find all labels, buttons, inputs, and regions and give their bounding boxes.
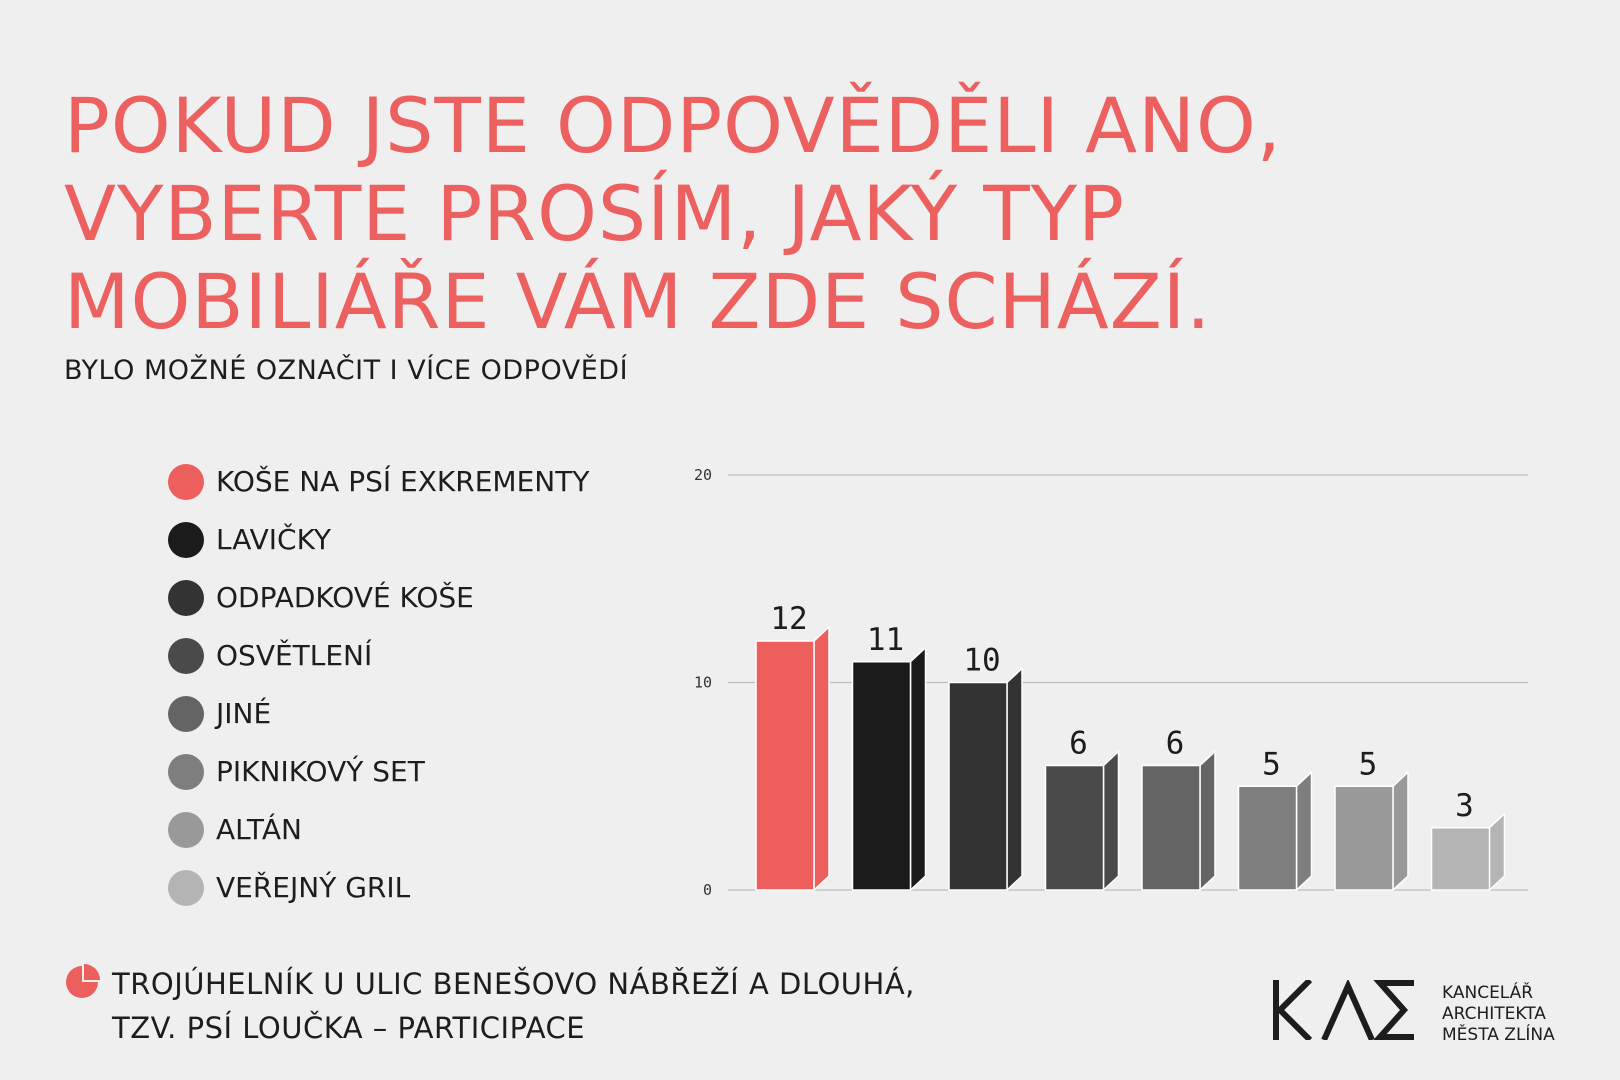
footer-line: TZV. PSÍ LOUČKA – PARTICIPACE <box>112 1011 586 1045</box>
bar <box>1334 785 1394 891</box>
legend-swatch <box>168 464 204 500</box>
legend-label: OSVĚTLENÍ <box>216 639 373 672</box>
y-tick-label: 0 <box>703 881 712 899</box>
bar-side <box>1392 771 1409 891</box>
title-line: MOBILIÁŘE VÁM ZDE SCHÁZÍ. <box>64 257 1212 346</box>
data-label: 10 <box>963 643 1000 679</box>
bar <box>851 661 912 891</box>
data-label: 6 <box>1069 726 1088 762</box>
legend-swatch <box>168 522 204 558</box>
bar <box>1430 827 1491 891</box>
legend-label: JINÉ <box>216 697 272 730</box>
legend-swatch <box>168 696 204 732</box>
bar <box>948 681 1008 891</box>
footer-line: TROJÚHELNÍK U ULIC BENEŠOVO NÁBŘEŽÍ A DL… <box>112 967 915 1001</box>
data-label: 5 <box>1262 746 1281 782</box>
logo-text: KANCELÁŘ ARCHITEKTA MĚSTA ZLÍNA <box>1442 983 1555 1046</box>
bar-side <box>813 626 830 891</box>
legend-label: LAVIČKY <box>216 523 332 556</box>
bar-side <box>1488 813 1506 891</box>
bar-side <box>1102 750 1120 891</box>
y-tick-label: 10 <box>694 674 712 692</box>
page-subtitle: BYLO MOŽNÉ OZNAČIT I VÍCE ODPOVĚDÍ <box>64 355 629 386</box>
footer-caption: TROJÚHELNÍK U ULIC BENEŠOVO NÁBŘEŽÍ A DL… <box>112 962 915 1050</box>
logo-line: MĚSTA ZLÍNA <box>1442 1025 1555 1045</box>
bar-side <box>909 647 927 891</box>
legend-label: KOŠE NA PSÍ EXKREMENTY <box>216 465 590 498</box>
bar-side <box>1199 750 1216 891</box>
y-tick-label: 20 <box>694 466 712 484</box>
legend-label: ODPADKOVÉ KOŠE <box>216 581 474 614</box>
legend-swatch <box>168 638 204 674</box>
kam-logo <box>1273 980 1414 1040</box>
legend-swatch <box>168 812 204 848</box>
logo-line: KANCELÁŘ <box>1442 983 1534 1003</box>
bar <box>755 640 815 891</box>
bar-side <box>1006 667 1023 891</box>
bar-side <box>1295 771 1313 891</box>
data-label: 11 <box>867 622 904 658</box>
legend-label: ALTÁN <box>216 813 302 846</box>
title-line: VYBERTE PROSÍM, JAKÝ TYP <box>64 169 1125 258</box>
logo-line: ARCHITEKTA <box>1442 1004 1546 1024</box>
legend-label: PIKNIKOVÝ SET <box>216 755 425 788</box>
data-label: 12 <box>770 601 807 637</box>
legend-label: VEŘEJNÝ GRIL <box>216 871 411 904</box>
data-label: 5 <box>1359 746 1378 782</box>
data-label: 3 <box>1455 788 1474 824</box>
bar <box>1141 764 1201 891</box>
bar <box>1044 764 1105 891</box>
data-label: 6 <box>1166 726 1185 762</box>
title-line: POKUD JSTE ODPOVĚDĚLI ANO, <box>64 81 1282 170</box>
legend-swatch <box>168 870 204 906</box>
pie-chart-icon <box>66 964 100 998</box>
bar-chart: 0 10 20 12 11 10 6 6 5 5 3 <box>694 466 1528 899</box>
page-title: POKUD JSTE ODPOVĚDĚLI ANO, VYBERTE PROSÍ… <box>64 82 1282 346</box>
legend-swatch <box>168 580 204 616</box>
bar <box>1237 785 1298 891</box>
legend-swatch <box>168 754 204 790</box>
